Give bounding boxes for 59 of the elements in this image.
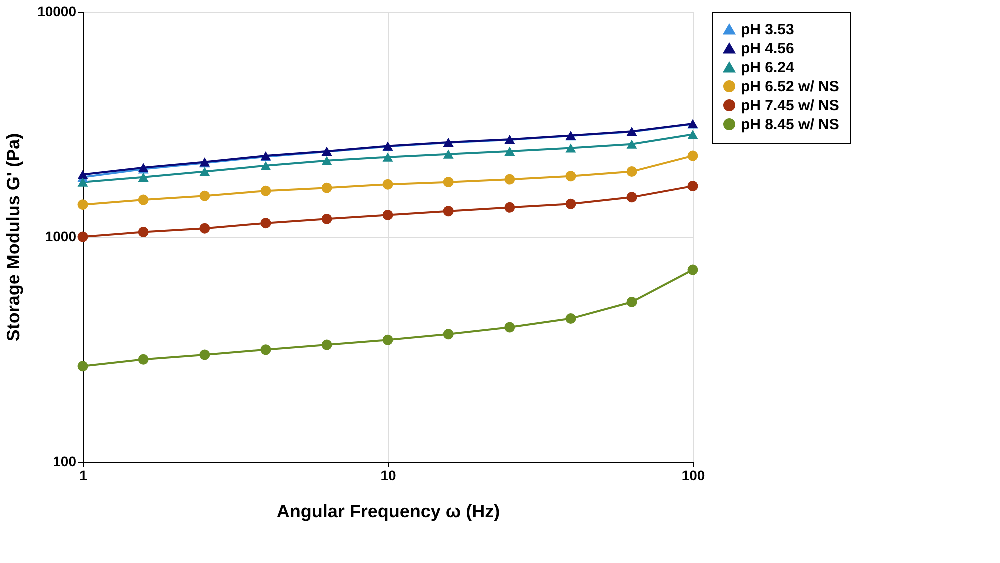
legend-label: pH 6.24 <box>741 60 796 76</box>
point <box>688 130 698 140</box>
point <box>382 179 394 190</box>
point <box>566 144 576 153</box>
point <box>626 192 638 203</box>
point <box>260 186 272 196</box>
legend-label: pH 3.53 <box>741 22 794 38</box>
point <box>200 350 210 360</box>
point <box>138 172 149 182</box>
point <box>504 174 516 185</box>
point <box>322 182 332 194</box>
x-tick-label: 10 <box>380 468 396 484</box>
x-axis-title: Angular Frequency ω (Hz) <box>276 502 500 522</box>
point <box>260 218 272 229</box>
point <box>78 200 88 210</box>
point <box>322 340 332 350</box>
point <box>260 344 272 356</box>
point <box>626 296 638 308</box>
point <box>78 232 88 242</box>
point <box>200 223 210 234</box>
point <box>200 190 210 202</box>
point <box>382 152 394 162</box>
x-tick-label: 1 <box>80 468 88 484</box>
point <box>138 227 149 238</box>
point <box>688 150 698 162</box>
y-tick-label: 1000 <box>45 228 77 244</box>
y-axis-title: Storage Modulus G' (Pa) <box>4 133 24 342</box>
point <box>382 210 394 220</box>
x-tick-label: 100 <box>682 468 706 484</box>
legend-label: pH 6.52 w/ NS <box>741 78 840 96</box>
legend-label: pH 4.56 <box>741 40 794 58</box>
legend-label: pH 7.45 w/ NS <box>741 98 840 114</box>
point <box>443 206 454 217</box>
point <box>138 194 149 206</box>
point <box>78 361 88 372</box>
point <box>443 329 454 340</box>
point <box>504 322 516 333</box>
point <box>566 171 576 182</box>
point <box>688 181 698 192</box>
y-tick-label: 100 <box>53 454 77 470</box>
point <box>260 161 272 170</box>
point <box>626 140 638 149</box>
point <box>626 166 638 177</box>
point <box>78 178 88 187</box>
point <box>566 198 576 210</box>
point <box>504 202 516 213</box>
point <box>322 214 332 224</box>
point <box>443 177 454 188</box>
point <box>382 334 394 346</box>
point <box>78 170 88 180</box>
point <box>688 264 698 276</box>
point <box>566 314 576 324</box>
point <box>443 150 454 159</box>
point <box>322 156 332 166</box>
point <box>504 146 516 156</box>
point <box>138 354 149 365</box>
y-tick-label: 10000 <box>38 4 77 20</box>
point <box>200 167 210 176</box>
legend-label: pH 8.45 w/ NS <box>741 116 840 134</box>
